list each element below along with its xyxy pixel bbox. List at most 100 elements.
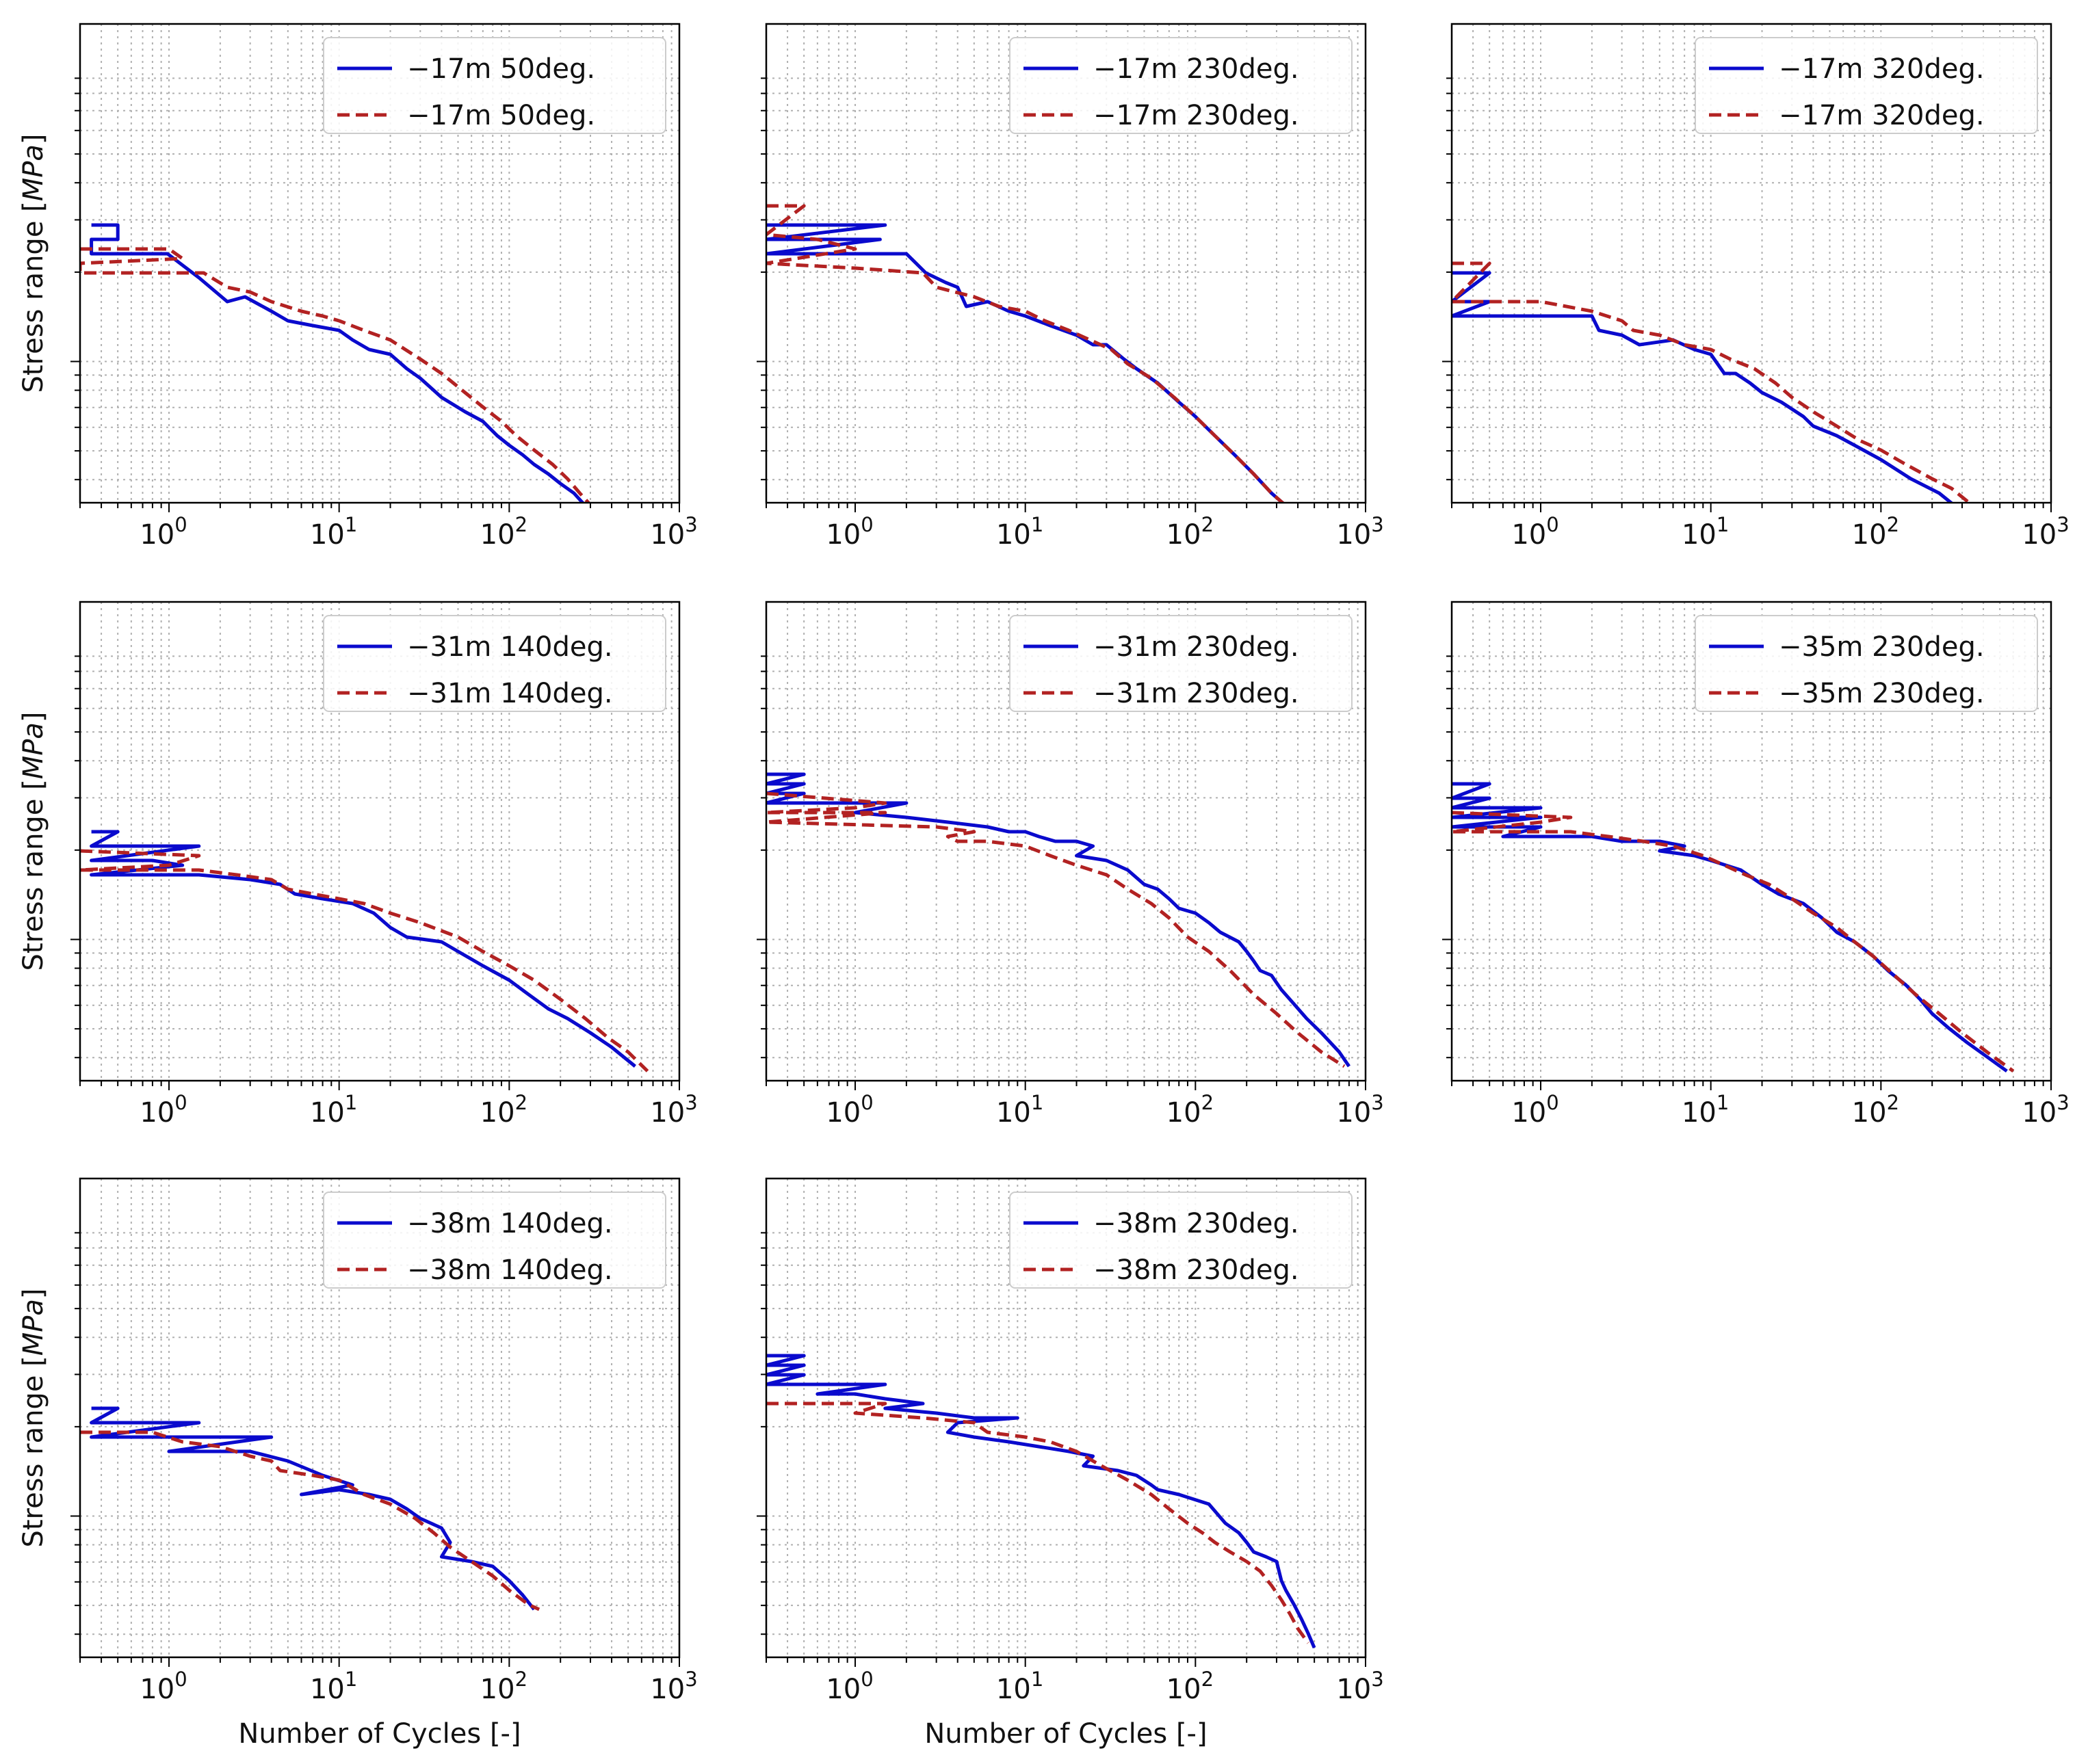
x-tick-exponent: 2: [1201, 1091, 1214, 1114]
x-tick-base: 10: [1852, 519, 1887, 551]
legend-entry: −17m 320deg.: [1779, 100, 1985, 131]
x-tick-base: 10: [1166, 519, 1201, 551]
x-tick-exponent: 3: [1371, 1091, 1383, 1114]
x-tick-label: 101: [996, 1668, 1043, 1705]
panel-7: 100 101 102 103−38m 140deg.−38m 140deg.Stre…: [18, 1177, 698, 1750]
x-tick-label: 100: [1511, 513, 1558, 551]
panel-4: 100 101 102 103−31m 140deg.−31m 140deg.Stre…: [18, 601, 698, 1129]
x-tick-label: 101: [310, 513, 357, 551]
legend-box: [323, 1192, 666, 1289]
x-tick-exponent: 1: [345, 1091, 357, 1114]
x-tick-base: 10: [1852, 1097, 1887, 1129]
x-tick-label: 101: [310, 1091, 357, 1129]
axes-frame: [1450, 23, 2052, 504]
x-tick-exponent: 2: [515, 1668, 527, 1691]
x-tick-label: 102: [1852, 513, 1899, 551]
x-tick-base: 10: [140, 1674, 174, 1705]
legend-entry: −31m 140deg.: [407, 678, 613, 709]
x-tick-label: 101: [1682, 513, 1729, 551]
x-tick-exponent: 3: [2057, 1091, 2069, 1114]
panel-6: 100 101 102 103−35m 230deg.−35m 230deg.: [1442, 601, 2070, 1129]
x-tick-label: 100: [1511, 1091, 1558, 1129]
x-tick-base: 10: [140, 519, 174, 551]
x-tick-exponent: 3: [685, 1668, 697, 1691]
legend-entry: −17m 230deg.: [1093, 53, 1299, 85]
x-tick-exponent: 3: [2057, 513, 2069, 536]
x-tick-exponent: 1: [1031, 1091, 1043, 1114]
series-line-solid: [90, 830, 636, 1068]
x-tick-label: 103: [650, 1668, 697, 1705]
legend-box: [1695, 615, 2038, 712]
x-tick-label: 103: [1336, 1091, 1383, 1129]
x-tick-exponent: 3: [1371, 1668, 1383, 1691]
legend-entry: −38m 140deg.: [407, 1208, 613, 1239]
y-label-suffix: ]: [18, 1288, 49, 1299]
x-tick-exponent: 0: [174, 1091, 187, 1114]
x-tick-label: 101: [1682, 1091, 1729, 1129]
x-tick-exponent: 0: [861, 1668, 873, 1691]
x-tick-base: 10: [2022, 519, 2057, 551]
x-tick-label: 100: [826, 1091, 873, 1129]
x-tick-base: 10: [650, 519, 685, 551]
legend-box: [323, 37, 666, 134]
x-tick-base: 10: [1166, 1097, 1201, 1129]
x-tick-exponent: 2: [515, 513, 527, 536]
x-tick-exponent: 3: [685, 513, 697, 536]
series-line-dashed: [80, 247, 591, 503]
y-axis-label: Stress range [MPa]: [18, 133, 49, 393]
legend-entry: −17m 50deg.: [407, 53, 595, 85]
legend-entry: −35m 230deg.: [1779, 631, 1985, 663]
x-tick-exponent: 0: [1546, 513, 1558, 536]
legend-entry: −31m 230deg.: [1093, 678, 1299, 709]
x-tick-base: 10: [480, 1674, 515, 1705]
series-line-solid: [766, 772, 1350, 1068]
x-tick-label: 103: [2022, 513, 2069, 551]
axes-frame: [765, 23, 1367, 504]
x-tick-label: 100: [140, 513, 187, 551]
x-tick-base: 10: [826, 1097, 861, 1129]
x-tick-exponent: 2: [1887, 513, 1899, 536]
x-tick-base: 10: [650, 1097, 685, 1129]
axes-frame: [79, 601, 681, 1082]
legend-box: [323, 615, 666, 712]
x-axis-label: Number of Cycles [-]: [924, 1718, 1207, 1750]
series-line-solid: [766, 1354, 1316, 1648]
x-tick-base: 10: [996, 519, 1031, 551]
x-tick-base: 10: [1336, 519, 1371, 551]
x-tick-base: 10: [1166, 1674, 1201, 1705]
x-tick-exponent: 0: [861, 513, 873, 536]
y-label-prefix: Stress range [: [18, 201, 49, 393]
y-label-prefix: Stress range [: [18, 779, 49, 971]
x-tick-label: 103: [1336, 1668, 1383, 1705]
x-tick-exponent: 1: [1717, 513, 1729, 536]
series-line-solid: [90, 223, 586, 503]
x-tick-label: 100: [140, 1091, 187, 1129]
legend-entry: −38m 230deg.: [1093, 1254, 1299, 1286]
y-label-suffix: ]: [18, 133, 49, 144]
x-tick-label: 102: [1852, 1091, 1899, 1129]
panel-3: 100 101 102 103−17m 320deg.−17m 320deg.: [1442, 23, 2070, 551]
x-tick-label: 101: [310, 1668, 357, 1705]
x-tick-label: 101: [996, 513, 1043, 551]
series-line-dashed: [766, 1401, 1310, 1644]
axes-frame: [79, 1177, 681, 1659]
x-tick-label: 102: [1166, 1091, 1214, 1129]
x-tick-exponent: 1: [1031, 1668, 1043, 1691]
legend-entry: −17m 50deg.: [407, 100, 595, 131]
legend-entry: −31m 140deg.: [407, 631, 613, 663]
series-line-dashed: [1452, 811, 2015, 1073]
legend-box: [1695, 37, 2038, 134]
series-line-dashed: [1452, 261, 1972, 503]
x-tick-base: 10: [1336, 1097, 1371, 1129]
panel-1: 100 101 102 103−17m 50deg.−17m 50deg.Stress…: [18, 23, 698, 551]
series-line-solid: [1452, 782, 2008, 1073]
series-line-dashed: [766, 204, 1286, 503]
x-tick-exponent: 2: [1201, 513, 1214, 536]
x-tick-base: 10: [310, 1097, 345, 1129]
x-tick-exponent: 0: [1546, 1091, 1558, 1114]
y-axis-label: Stress range [MPa]: [18, 1288, 49, 1547]
series-line-dashed: [80, 1430, 540, 1611]
x-tick-base: 10: [826, 519, 861, 551]
y-label-suffix: ]: [18, 711, 49, 722]
